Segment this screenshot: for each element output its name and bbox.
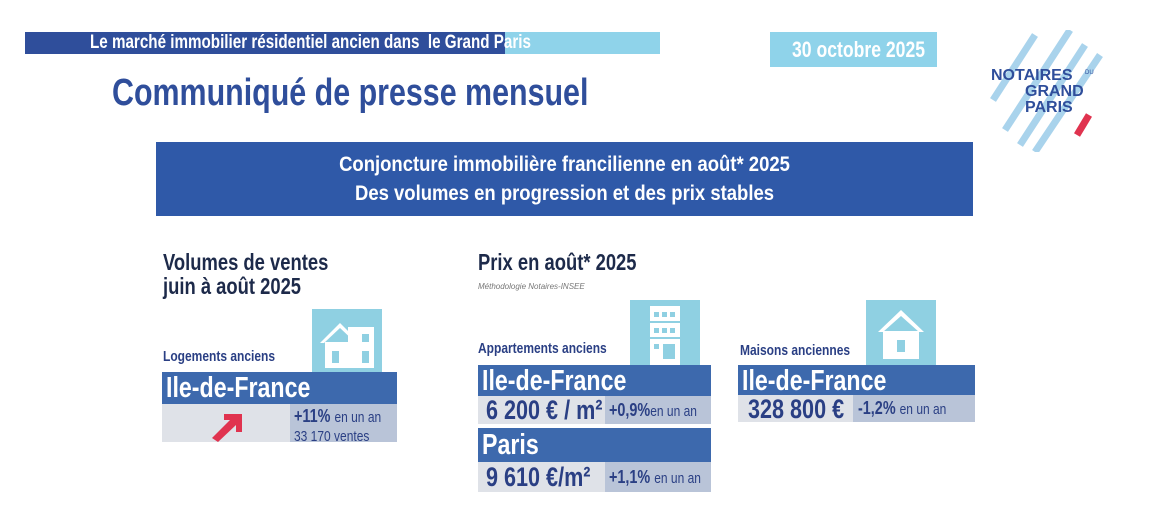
headline-line1: Conjoncture immobilière francilienne en … [339,153,790,176]
houses-label: Maisons anciennes [740,342,851,359]
headline-banner: Conjoncture immobilière francilienne en … [156,142,973,216]
house-icon [312,309,382,372]
logements-label: Logements anciens [163,348,276,365]
houses-idf-bar: Ile-de-France [738,365,975,397]
apartments-paris-bar: Paris [478,428,711,462]
apartments-paris-change: +1,1% en un an [605,462,711,492]
houses-idf-price: 328 800 € [738,395,853,423]
apartment-building-icon [630,300,700,365]
prices-title: Prix en août* 2025 [478,249,637,275]
apartments-idf-price: 6 200 € / m² [478,396,605,424]
houses-idf-change: -1,2% en un an [853,395,975,422]
subtitle-part1: Le marché immobilier résidentiel ancien … [90,32,420,53]
subtitle-part2: le Grand Paris [427,32,531,53]
trend-cell [162,404,290,442]
header-bar [25,32,505,54]
region-bar: Ile-de-France [162,372,397,404]
volumes-title: Volumes de ventes juin à août 2025 [163,249,329,299]
apartments-idf-change: +0,9%en un an [605,396,711,424]
svg-text:PARIS: PARIS [1025,99,1073,116]
headline-line2: Des volumes en progression et des prix s… [354,182,775,205]
page-title: Communiqué de presse mensuel [112,72,589,114]
house-icon [866,300,936,365]
apartments-label: Appartements anciens [478,340,607,357]
methodology-note: Méthodologie Notaires-INSEE [478,282,585,291]
header-bar-highlight [505,32,660,54]
svg-text:NOTAIRES: NOTAIRES [991,67,1073,84]
header-subtitle: Le marché immobilier résidentiel ancien … [90,32,641,54]
logo: NOTAIRES DU GRAND PARIS [985,28,1110,154]
svg-text:DU: DU [1085,70,1094,76]
arrow-up-right-icon [212,414,242,442]
apartments-paris-price: 9 610 €/m² [478,462,605,492]
date-badge: 30 octobre 2025 [770,32,937,67]
volume-change-cell: +11% en un an 33 170 ventes [290,404,397,445]
apartments-idf-bar: Ile-de-France [478,365,711,397]
svg-text:GRAND: GRAND [1025,83,1084,100]
